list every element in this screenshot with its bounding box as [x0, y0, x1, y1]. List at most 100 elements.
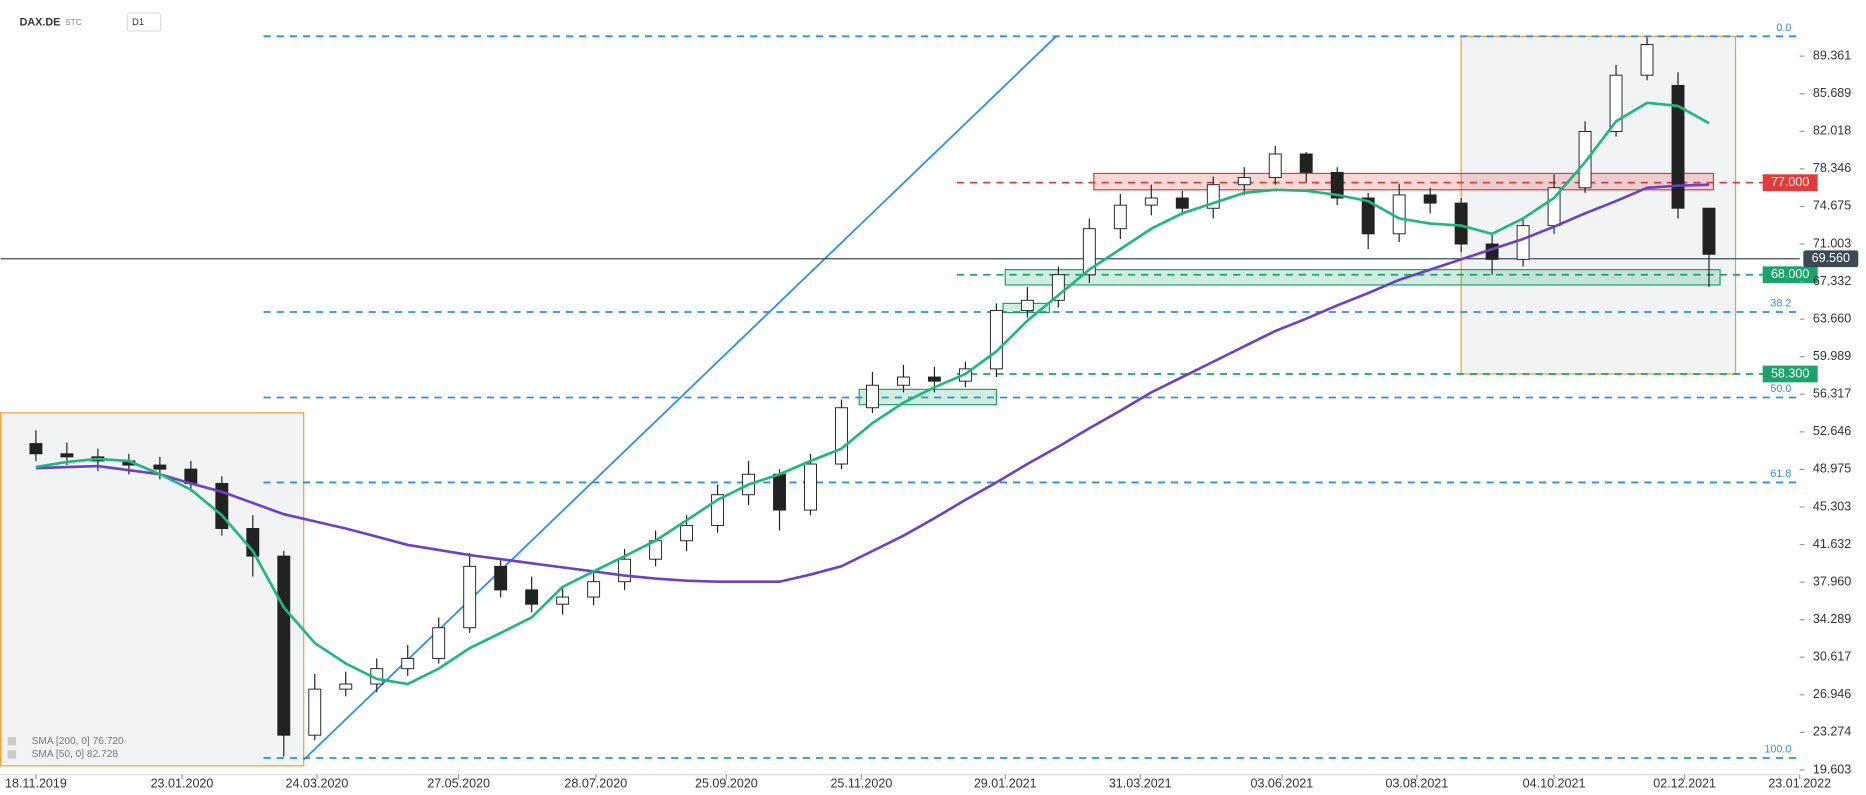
legend-icon [7, 750, 17, 759]
candle-body [29, 443, 43, 455]
candle-body [1330, 171, 1344, 199]
candle-body [1361, 197, 1375, 235]
candle-body [1454, 202, 1468, 245]
candle-body [680, 524, 694, 542]
y-tick-label: 63.660 [1813, 311, 1851, 325]
y-tick-label: 52.646 [1813, 424, 1851, 438]
candle-body [215, 482, 229, 529]
y-axis-bg [1799, 0, 1866, 795]
y-tick-label: 34.289 [1813, 612, 1851, 626]
candle-body [60, 453, 74, 458]
candle-body [1671, 84, 1685, 209]
candle-body [1299, 153, 1313, 173]
y-tick-label: 45.303 [1813, 499, 1851, 513]
candle-body [1609, 74, 1623, 132]
candle-body [1082, 228, 1096, 276]
level-label: 68.000 [1771, 267, 1809, 281]
candle-body [1113, 204, 1127, 230]
candle-body [804, 463, 817, 511]
timeframe[interactable]: D1 [132, 17, 144, 28]
y-tick-label: 85.689 [1813, 86, 1851, 100]
x-tick-label: 02.12.2021 [1653, 777, 1716, 791]
candle-body [835, 407, 848, 465]
sma-line [35, 101, 1710, 686]
fib-label: 50.0 [1770, 383, 1791, 395]
candle-body [1516, 225, 1530, 260]
y-tick-label: 71.003 [1813, 236, 1851, 250]
x-tick-label: 03.08.2021 [1385, 777, 1448, 791]
candle-body [1206, 184, 1220, 209]
y-tick-label: 30.617 [1813, 650, 1851, 664]
candle-body [927, 376, 941, 382]
candle-body [711, 494, 725, 526]
fib-label: 38.2 [1770, 297, 1791, 309]
symbol-tag[interactable]: STC [65, 17, 82, 27]
level-tag [1762, 174, 1818, 192]
legend-entry: SMA [200, 0] 76.720 [32, 736, 124, 747]
y-tick-label: 74.675 [1813, 199, 1851, 213]
y-tick-label: 59.989 [1813, 349, 1851, 363]
candle-body [494, 565, 508, 591]
candle-body [1144, 197, 1158, 206]
x-tick-label: 27.05.2020 [427, 777, 490, 791]
y-tick-label: 89.361 [1813, 48, 1851, 62]
x-tick-label: 25.09.2020 [695, 777, 758, 791]
x-tick-label: 23.01.2022 [1768, 777, 1831, 791]
fib-label: 100.0 [1764, 743, 1791, 755]
y-tick-label: 82.018 [1813, 124, 1851, 138]
candle-body [989, 310, 1003, 370]
y-tick-label: 67.332 [1813, 274, 1851, 288]
candle-body [556, 596, 570, 605]
candle-body [463, 565, 477, 629]
x-tick-label: 04.10.2021 [1523, 777, 1586, 791]
y-tick-label: 26.946 [1813, 687, 1851, 701]
x-tick-label: 29.01.2021 [974, 777, 1037, 791]
level-label: 77.000 [1771, 175, 1809, 189]
candle-body [618, 558, 632, 583]
y-tick-label: 37.960 [1813, 574, 1851, 588]
symbol: DAX.DE [20, 17, 61, 29]
y-tick-label: 23.274 [1813, 725, 1851, 739]
candle-body [308, 688, 322, 736]
candle-body [587, 581, 601, 598]
y-tick-label: 41.632 [1813, 537, 1851, 551]
candle-body [896, 376, 910, 386]
candle-body [1640, 44, 1654, 76]
x-tick-label: 25.11.2020 [830, 777, 892, 791]
x-tick-label: 31.03.2021 [1109, 777, 1172, 791]
fib-label: 0.0 [1776, 22, 1791, 34]
level-tag [1803, 250, 1859, 268]
y-tick-label: 78.346 [1813, 161, 1851, 175]
candle-body [1578, 131, 1592, 189]
legend-entry: SMA [50, 0] 82.728 [32, 749, 119, 760]
zone [1004, 269, 1721, 286]
candle-body [401, 657, 415, 670]
timeframe-box[interactable] [126, 12, 162, 32]
level-label: 69.560 [1812, 251, 1850, 265]
candle-body [525, 589, 539, 605]
candle-body [866, 384, 879, 409]
candle-body [1051, 274, 1065, 301]
candle-body [773, 473, 786, 511]
x-tick-label: 28.07.2020 [564, 777, 627, 791]
trend-line [303, 35, 1057, 761]
candle-body [432, 627, 446, 659]
fib-label: 61.8 [1770, 468, 1791, 480]
level-label: 58.300 [1771, 366, 1809, 380]
x-tick-label: 24.03.2020 [286, 777, 349, 791]
x-tick-label: 23.01.2020 [151, 777, 214, 791]
zone [1093, 172, 1715, 191]
candle-body [153, 464, 167, 470]
candle-body [1702, 207, 1716, 255]
x-tick-label: 18.11.2019 [5, 777, 67, 791]
candle-body [1268, 153, 1282, 179]
level-tag [1762, 365, 1818, 383]
candle-body [277, 555, 291, 736]
range-box [1460, 35, 1737, 375]
legend-icon [7, 737, 17, 746]
y-tick-label: 48.975 [1813, 462, 1851, 476]
candle-body [1020, 299, 1034, 312]
candle-body [1175, 197, 1189, 209]
candle-body [339, 683, 353, 690]
